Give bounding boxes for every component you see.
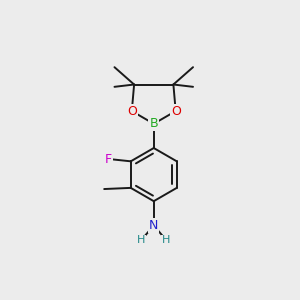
Text: O: O: [127, 105, 137, 118]
Text: B: B: [149, 117, 158, 130]
Text: F: F: [105, 152, 112, 166]
Text: O: O: [171, 105, 181, 118]
Text: H: H: [162, 236, 171, 245]
Text: H: H: [137, 236, 145, 245]
Text: N: N: [149, 219, 158, 232]
